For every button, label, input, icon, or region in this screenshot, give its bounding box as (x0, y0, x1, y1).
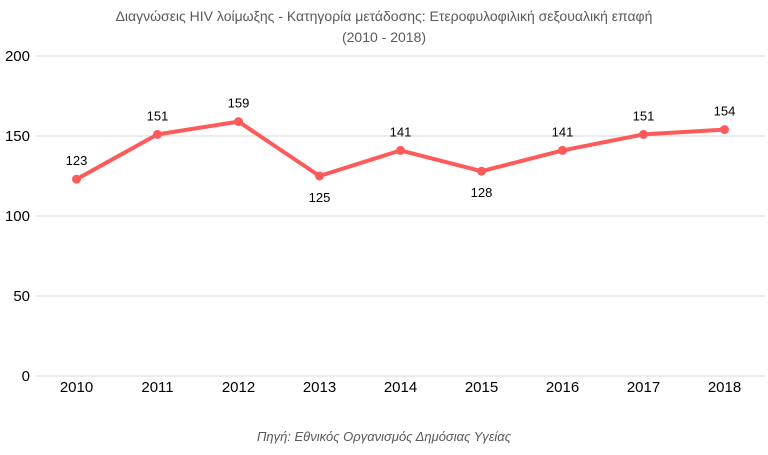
data-point (315, 171, 324, 181)
x-tick-label: 2017 (627, 379, 660, 396)
data-point (153, 129, 162, 139)
x-tick-label: 2010 (60, 379, 93, 396)
source-note: Πηγή: Εθνικός Οργανισμός Δημόσιας Υγείας (257, 429, 512, 444)
data-point (639, 129, 648, 139)
y-tick-label: 50 (13, 288, 30, 305)
x-tick-label: 2013 (303, 379, 336, 396)
data-point (720, 125, 729, 135)
x-tick-label: 2016 (546, 379, 579, 396)
data-label: 128 (471, 185, 493, 200)
y-tick-label: 0 (22, 368, 30, 385)
x-tick-label: 2018 (708, 379, 741, 396)
data-label: 141 (390, 124, 412, 139)
x-tick-label: 2011 (141, 379, 173, 396)
x-tick-label: 2014 (384, 379, 417, 396)
data-point (558, 145, 567, 155)
y-tick-label: 150 (5, 128, 30, 145)
data-points (72, 117, 729, 184)
x-axis-ticks: 2010 2011 2012 2013 2014 2015 2016 2017 2018 (60, 379, 741, 396)
data-point (72, 174, 81, 184)
data-label: 151 (147, 108, 169, 123)
y-axis-ticks: 0 50 100 150 200 (5, 48, 30, 385)
x-tick-label: 2012 (222, 379, 255, 396)
data-label: 151 (633, 108, 655, 123)
y-tick-label: 200 (5, 48, 30, 65)
gridlines (36, 55, 765, 377)
x-tick-label: 2015 (465, 379, 498, 396)
data-point (477, 166, 486, 176)
data-label: 159 (228, 96, 250, 111)
data-labels: 123 151 159 125 141 128 141 151 154 (66, 96, 736, 205)
chart-subtitle: (2010 - 2018) (342, 29, 426, 45)
data-point (234, 117, 243, 127)
data-label: 123 (66, 153, 88, 168)
data-label: 154 (714, 104, 736, 119)
y-tick-label: 100 (5, 208, 30, 225)
chart-title: Διαγνώσεις HIV λοίμωξης - Κατηγορία μετά… (116, 8, 653, 24)
data-label: 141 (552, 124, 574, 139)
data-label: 125 (309, 190, 331, 205)
data-point (396, 145, 405, 155)
